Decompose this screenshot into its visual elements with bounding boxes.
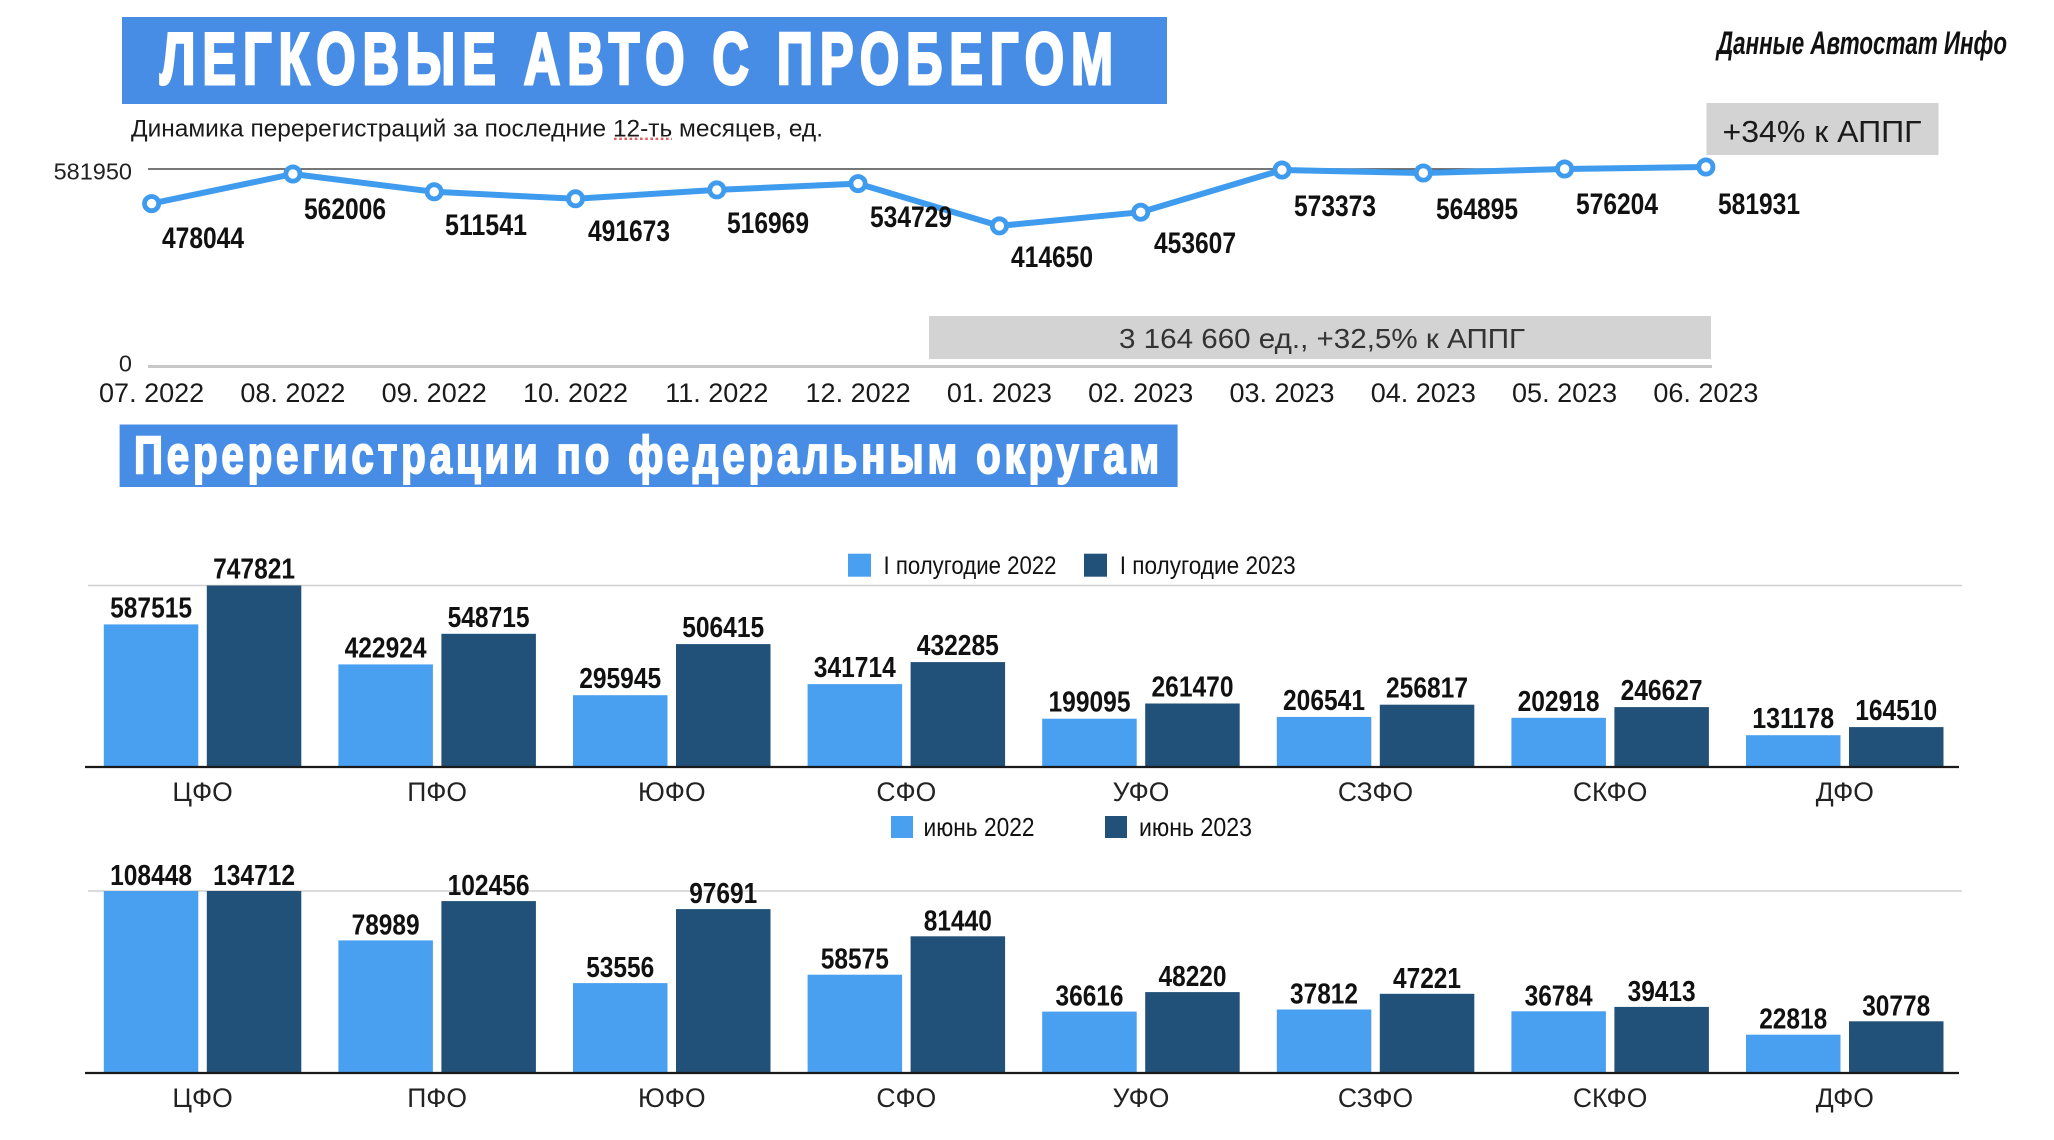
svg-text:432285: 432285 — [917, 630, 999, 662]
svg-text:134712: 134712 — [213, 860, 295, 892]
svg-text:548715: 548715 — [448, 602, 530, 634]
svg-text:Данные Автостат Инфо: Данные Автостат Инфо — [1715, 25, 2007, 61]
svg-text:478044: 478044 — [162, 222, 244, 255]
svg-text:ПФО: ПФО — [407, 777, 467, 807]
svg-text:СКФО: СКФО — [1573, 1083, 1647, 1113]
svg-text:341714: 341714 — [814, 652, 896, 684]
svg-text:УФО: УФО — [1113, 777, 1170, 807]
svg-text:261470: 261470 — [1152, 672, 1234, 704]
svg-text:СКФО: СКФО — [1573, 777, 1647, 807]
svg-text:ПФО: ПФО — [407, 1083, 467, 1113]
svg-text:СЗФО: СЗФО — [1338, 777, 1413, 807]
svg-text:ЛЕГКОВЫЕ АВТО С ПРОБЕГОМ: ЛЕГКОВЫЕ АВТО С ПРОБЕГОМ — [160, 19, 1120, 100]
svg-text:511541: 511541 — [445, 209, 527, 242]
svg-text:78989: 78989 — [352, 909, 420, 941]
svg-text:506415: 506415 — [682, 612, 764, 644]
svg-text:11. 2022: 11. 2022 — [665, 378, 768, 408]
svg-text:04. 2023: 04. 2023 — [1371, 378, 1476, 408]
svg-text:ЮФО: ЮФО — [638, 1083, 706, 1113]
svg-text:10. 2022: 10. 2022 — [523, 378, 628, 408]
svg-text:СФО: СФО — [876, 777, 936, 807]
svg-text:ЮФО: ЮФО — [638, 777, 706, 807]
svg-text:422924: 422924 — [345, 632, 427, 664]
svg-text:199095: 199095 — [1049, 687, 1131, 719]
svg-text:295945: 295945 — [579, 663, 661, 695]
svg-text:03. 2023: 03. 2023 — [1229, 378, 1334, 408]
svg-text:39413: 39413 — [1628, 976, 1696, 1008]
svg-text:ДФО: ДФО — [1816, 1083, 1874, 1113]
svg-text:06. 2023: 06. 2023 — [1653, 378, 1758, 408]
svg-text:09. 2022: 09. 2022 — [382, 378, 487, 408]
svg-text:102456: 102456 — [448, 870, 530, 902]
svg-text:+34% к АППГ: +34% к АППГ — [1723, 115, 1922, 149]
svg-text:164510: 164510 — [1855, 695, 1937, 727]
svg-text:ЦФО: ЦФО — [172, 1083, 232, 1113]
svg-text:22818: 22818 — [1759, 1004, 1827, 1036]
svg-text:36784: 36784 — [1525, 980, 1593, 1012]
svg-text:02. 2023: 02. 2023 — [1088, 378, 1193, 408]
svg-text:ЦФО: ЦФО — [172, 777, 232, 807]
svg-text:581931: 581931 — [1718, 188, 1800, 221]
svg-text:53556: 53556 — [586, 952, 654, 984]
svg-text:516969: 516969 — [727, 207, 809, 240]
svg-text:562006: 562006 — [304, 193, 386, 226]
svg-text:256817: 256817 — [1386, 673, 1468, 705]
svg-text:48220: 48220 — [1159, 961, 1227, 993]
svg-text:Динамика перерегистраций за по: Динамика перерегистраций за последние 12… — [131, 116, 823, 143]
svg-text:30778: 30778 — [1862, 990, 1930, 1022]
svg-text:СЗФО: СЗФО — [1338, 1083, 1413, 1113]
svg-text:05. 2023: 05. 2023 — [1512, 378, 1617, 408]
svg-text:0: 0 — [119, 351, 132, 377]
svg-text:131178: 131178 — [1752, 703, 1834, 735]
svg-text:07. 2022: 07. 2022 — [99, 378, 204, 408]
svg-text:202918: 202918 — [1518, 686, 1600, 718]
svg-text:I полугодие 2023: I полугодие 2023 — [1120, 552, 1296, 580]
svg-text:491673: 491673 — [588, 215, 670, 248]
svg-text:573373: 573373 — [1294, 190, 1376, 223]
svg-text:36616: 36616 — [1056, 981, 1124, 1013]
svg-text:534729: 534729 — [870, 201, 952, 234]
svg-text:581950: 581950 — [54, 159, 132, 185]
svg-text:246627: 246627 — [1621, 675, 1703, 707]
svg-text:УФО: УФО — [1113, 1083, 1170, 1113]
svg-text:81440: 81440 — [924, 905, 992, 937]
svg-text:414650: 414650 — [1011, 241, 1093, 274]
svg-text:июнь 2022: июнь 2022 — [924, 812, 1035, 842]
svg-text:ДФО: ДФО — [1816, 777, 1874, 807]
svg-text:108448: 108448 — [110, 860, 192, 892]
svg-text:47221: 47221 — [1393, 963, 1461, 995]
svg-text:08. 2022: 08. 2022 — [240, 378, 345, 408]
svg-text:206541: 206541 — [1283, 685, 1365, 717]
svg-text:I полугодие 2022: I полугодие 2022 — [884, 552, 1057, 580]
svg-text:01. 2023: 01. 2023 — [947, 378, 1052, 408]
svg-text:453607: 453607 — [1154, 227, 1236, 260]
svg-text:июнь 2023: июнь 2023 — [1139, 812, 1252, 842]
svg-text:747821: 747821 — [213, 554, 295, 586]
svg-text:576204: 576204 — [1576, 188, 1658, 221]
svg-text:58575: 58575 — [821, 944, 889, 976]
svg-text:3 164 660 ед., +32,5% к АППГ: 3 164 660 ед., +32,5% к АППГ — [1119, 323, 1525, 354]
svg-text:587515: 587515 — [110, 592, 192, 624]
svg-text:37812: 37812 — [1290, 979, 1358, 1011]
svg-text:СФО: СФО — [876, 1083, 936, 1113]
svg-text:12. 2022: 12. 2022 — [806, 378, 911, 408]
svg-text:564895: 564895 — [1436, 193, 1518, 226]
svg-text:97691: 97691 — [689, 878, 757, 910]
svg-text:Перерегистрации по федеральным: Перерегистрации по федеральным округам — [134, 426, 1163, 485]
